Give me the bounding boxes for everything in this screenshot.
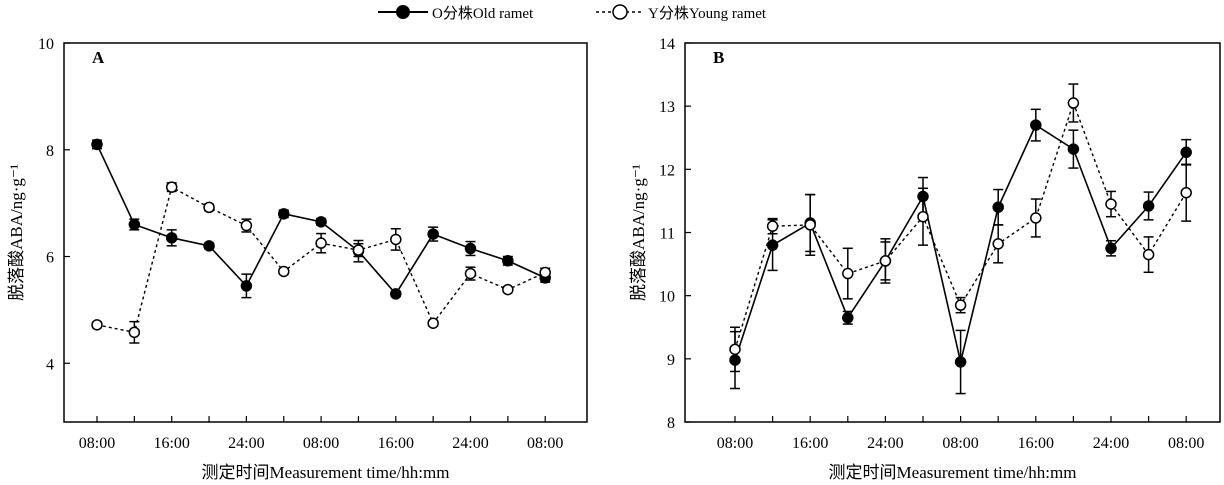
y-tick-label-b: 14 [659, 36, 675, 53]
x-tick-label-a: 24:00 [452, 435, 488, 452]
x-tick-label-a: 16:00 [153, 435, 189, 452]
data-point-young-b [1142, 248, 1155, 261]
data-point-young-a [240, 219, 253, 232]
x-tick-label-b: 24:00 [1093, 435, 1129, 452]
y-tick-label-b: 12 [659, 162, 675, 179]
plot-frame-b [684, 42, 1221, 423]
data-point-old-b [1180, 146, 1192, 159]
x-tick-label-a: 08:00 [79, 435, 115, 452]
data-point-young-b [954, 299, 967, 311]
data-point-old-b [992, 201, 1004, 213]
chart-panel-b: 8 9 10 11 12 13 14 08:00 16:00 24:00 08:00 16:00 24:… [629, 36, 1221, 482]
series-line-young-a [96, 186, 546, 334]
y-tick-label-a: 4 [46, 356, 54, 373]
x-axis-label-a: 测定时间Measurement time/hh:mm [202, 463, 450, 482]
x-tick-label-b: 08:00 [942, 435, 978, 452]
y-tick-label-a: 10 [38, 36, 54, 53]
data-point-young-b [1180, 186, 1192, 199]
data-point-old-b [1142, 200, 1155, 212]
data-point-old-a [91, 138, 103, 151]
legend-young-marker [612, 4, 628, 20]
panel-label-a: A [92, 48, 105, 67]
x-tick-label-a: 08:00 [303, 435, 339, 452]
data-point-young-b [879, 255, 892, 267]
data-point-young-a [352, 244, 365, 256]
x-tick-label-b: 08:00 [1168, 435, 1204, 452]
x-tick-label-a: 24:00 [228, 435, 264, 452]
data-point-old-b [954, 356, 967, 368]
data-point-young-b [992, 238, 1004, 250]
data-point-young-a [91, 319, 103, 331]
data-point-old-a [464, 242, 477, 255]
data-point-old-b [766, 239, 779, 251]
data-point-old-b [842, 312, 854, 324]
data-point-young-a [203, 201, 215, 214]
y-tick-label-a: 8 [46, 143, 54, 160]
data-point-young-b [842, 267, 854, 280]
x-tick-label-a: 16:00 [378, 435, 414, 452]
y-tick-label-a: 6 [46, 250, 54, 267]
data-point-young-b [804, 219, 816, 231]
data-point-old-a [427, 228, 439, 240]
legend-young-label: Y分株Young ramet [648, 5, 767, 22]
y-tick-label-b: 9 [667, 352, 675, 369]
legend: O分株Old ramet Y分株Young ramet [378, 4, 767, 22]
data-point-old-a [278, 208, 290, 220]
data-point-young-b [1030, 212, 1042, 224]
data-point-old-b [1030, 119, 1042, 131]
data-point-old-b [1067, 143, 1080, 155]
x-tick-label-a: 08:00 [527, 435, 563, 452]
data-point-young-a [315, 237, 327, 249]
data-point-young-a [165, 181, 178, 193]
data-point-young-a [390, 233, 402, 246]
y-axis-label-a: 脱落酸ABA/ng·g⁻¹ [7, 164, 26, 301]
data-point-young-b [917, 210, 929, 223]
data-point-young-b [766, 220, 779, 232]
data-point-young-a [464, 267, 477, 280]
x-tick-label-b: 24:00 [867, 435, 903, 452]
data-point-old-b [1105, 242, 1117, 255]
data-point-old-a [240, 280, 253, 292]
data-point-young-a [278, 265, 290, 278]
y-axis-label-b: 脱落酸ABA/ng·g⁻¹ [629, 164, 648, 301]
x-axis-label-b: 测定时间Measurement time/hh:mm [829, 463, 1077, 482]
legend-old-marker [396, 5, 410, 19]
y-tick-label-b: 11 [660, 226, 675, 243]
x-tick-label-b: 08:00 [717, 435, 753, 452]
data-point-young-b [1105, 198, 1117, 210]
data-point-young-b [1067, 97, 1080, 109]
data-point-young-b [729, 343, 741, 356]
plot-frame-a [63, 42, 588, 423]
data-point-old-a [165, 232, 178, 244]
data-point-young-a [502, 283, 514, 296]
panel-label-b: B [713, 48, 724, 67]
data-point-old-a [128, 218, 141, 231]
data-point-young-a [427, 317, 439, 329]
x-tick-label-b: 16:00 [792, 435, 828, 452]
y-tick-label-b: 8 [667, 415, 675, 432]
y-tick-label-b: 10 [659, 289, 675, 306]
series-line-old-b [734, 123, 1187, 363]
x-tick-label-b: 16:00 [1018, 435, 1054, 452]
data-point-young-a [539, 266, 551, 279]
data-point-old-a [390, 288, 402, 300]
y-tick-label-b: 13 [659, 99, 675, 116]
legend-old-label: O分株Old ramet [432, 5, 534, 22]
data-point-old-a [203, 240, 215, 252]
chart-panel-a: 4 6 8 10 08:00 16:00 24:00 08:00 16:00 24:00 08:00… [7, 36, 588, 482]
data-point-old-a [502, 255, 514, 267]
data-point-young-a [128, 326, 141, 339]
data-point-old-a [315, 216, 327, 228]
